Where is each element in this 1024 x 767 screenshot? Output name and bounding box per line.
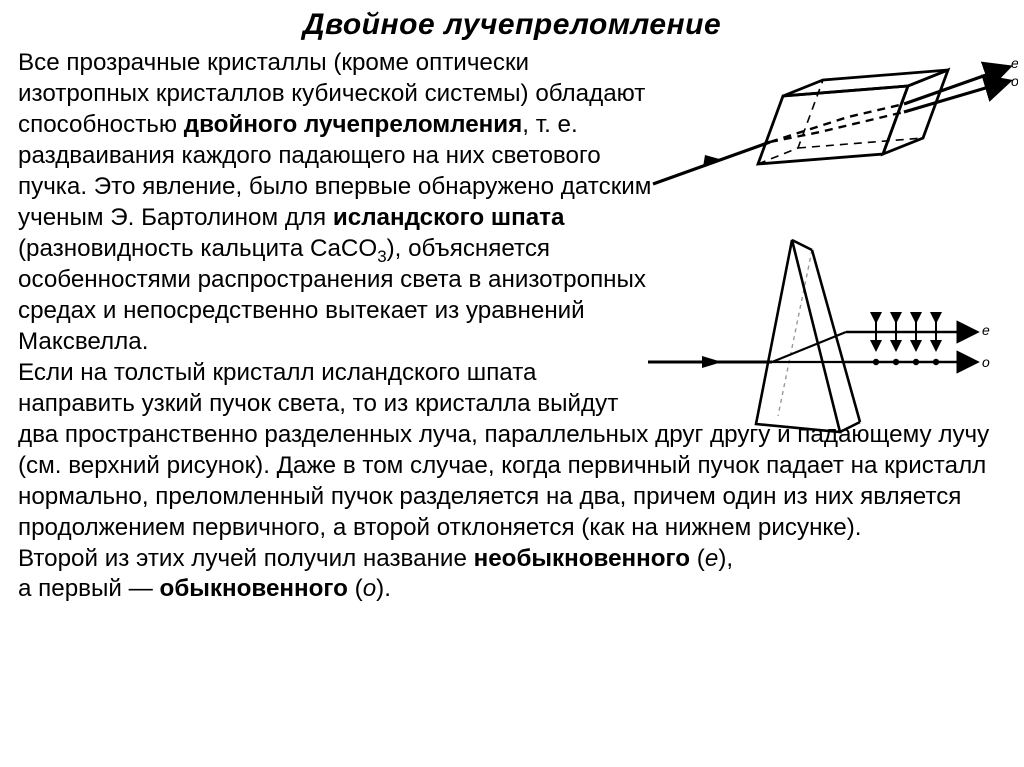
txt: ). xyxy=(376,575,391,602)
txt: ( xyxy=(348,575,363,602)
bold-term: необыкновенного xyxy=(474,545,690,572)
page-title: Двойное лучепреломление xyxy=(18,8,1006,42)
subscript: 3 xyxy=(377,247,386,266)
txt: (разновидность кальцита CaCO xyxy=(18,235,377,262)
ital-e: e xyxy=(705,545,718,572)
txt: а первый — xyxy=(18,575,160,602)
label-o: o xyxy=(1011,73,1018,89)
figure-crystal-rhomb: e o xyxy=(648,54,1018,194)
label-o: o xyxy=(982,354,990,370)
label-e: e xyxy=(1011,55,1018,71)
txt: ( xyxy=(690,545,705,572)
bold-term: обыкновенного xyxy=(160,575,348,602)
slide: Двойное лучепреломление Все прозрачные к… xyxy=(0,0,1024,767)
label-e: e xyxy=(982,322,990,338)
txt: Второй из этих лучей получил название xyxy=(18,545,474,572)
paragraph-1: Все прозрачные кристаллы (кроме оптическ… xyxy=(18,48,658,358)
bold-term: исландского шпата xyxy=(333,204,565,231)
paragraph-2a: Если на толстый кристалл исландского шпа… xyxy=(18,358,658,420)
txt: ), xyxy=(718,545,733,572)
paragraph-3: Второй из этих лучей получил название не… xyxy=(18,544,1008,575)
ital-o: o xyxy=(363,575,376,602)
paragraph-4: а первый — обыкновенного (o). xyxy=(18,574,1008,605)
txt: Если на толстый кристалл исландского шпа… xyxy=(18,359,618,417)
figure-prism: e o xyxy=(644,232,994,442)
bold-term: двойного лучепреломления xyxy=(184,111,523,138)
